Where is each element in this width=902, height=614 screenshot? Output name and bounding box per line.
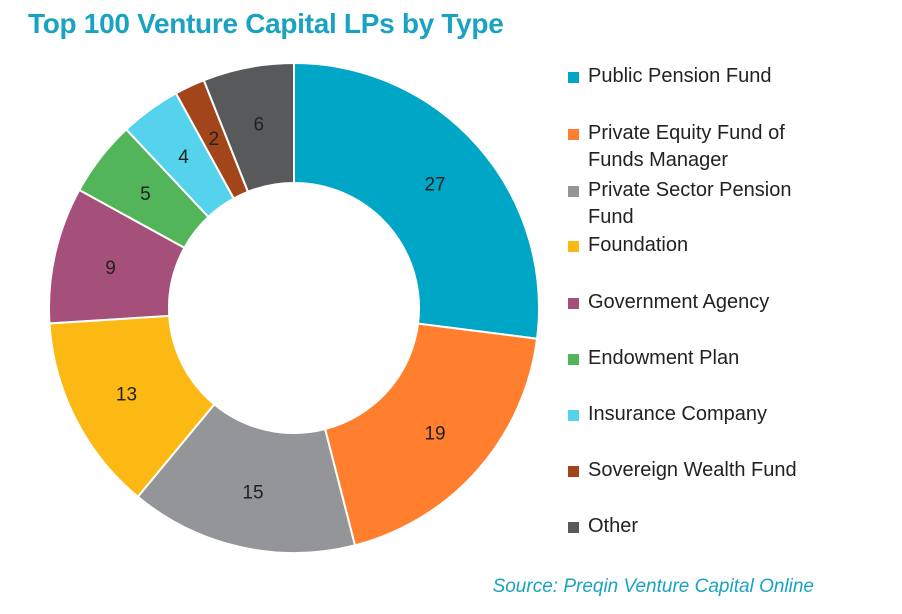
legend-item: Foundation (568, 232, 828, 259)
legend-item: Public Pension Fund (568, 63, 828, 90)
legend-swatch (568, 354, 579, 365)
legend-label: Foundation (588, 234, 689, 256)
slice-private-equity-fund-of-funds-manager (323, 322, 539, 547)
data-label: 5 (140, 184, 151, 205)
slice-public-pension-fund (293, 61, 540, 340)
legend-label: Sovereign Wealth Fund (588, 459, 797, 481)
data-label: 6 (253, 114, 264, 135)
chart-title: Top 100 Venture Capital LPs by Type (28, 8, 504, 39)
legend-swatch (568, 129, 579, 140)
legend-swatch (568, 72, 579, 83)
donut-chart: 27 19 15 13 9 5 42 6 (48, 61, 540, 554)
legend-swatch (568, 410, 579, 421)
data-label: 27 (424, 175, 445, 196)
legend-label: Public Pension Fund (588, 65, 772, 87)
legend-label: Insurance Company (588, 403, 767, 425)
slice-foundation (48, 314, 216, 499)
legend-item: Sovereign Wealth Fund (568, 457, 828, 484)
data-label: 13 (116, 384, 137, 405)
legend-swatch (568, 186, 579, 197)
legend-label: Private Sector Pension Fund (588, 179, 792, 228)
source-note: Source: Preqin Venture Capital Online (492, 576, 814, 597)
slice-private-sector-pension-fund (136, 402, 357, 554)
legend-label: Other (588, 515, 639, 537)
data-label: 9 (105, 258, 116, 279)
data-label: 19 (424, 423, 445, 444)
legend-item: Endowment Plan (568, 345, 828, 372)
data-label: 2 (209, 129, 220, 150)
legend-swatch (568, 522, 579, 533)
legend-item: Insurance Company (568, 401, 828, 428)
legend-item: Private Sector Pension Fund (568, 177, 828, 231)
legend-label: Endowment Plan (588, 347, 740, 369)
legend-label: Government Agency (588, 291, 770, 313)
legend-item: Government Agency (568, 289, 828, 316)
slice-other (202, 61, 295, 194)
data-label: 15 (242, 482, 263, 503)
legend-item: Private Equity Fund of Funds Manager (568, 120, 828, 174)
legend-label: Private Equity Fund of Funds Manager (588, 122, 785, 171)
legend-swatch (568, 466, 579, 477)
legend-swatch (568, 241, 579, 252)
data-label: 4 (178, 147, 189, 168)
legend-item: Other (568, 513, 828, 540)
legend-swatch (568, 298, 579, 309)
